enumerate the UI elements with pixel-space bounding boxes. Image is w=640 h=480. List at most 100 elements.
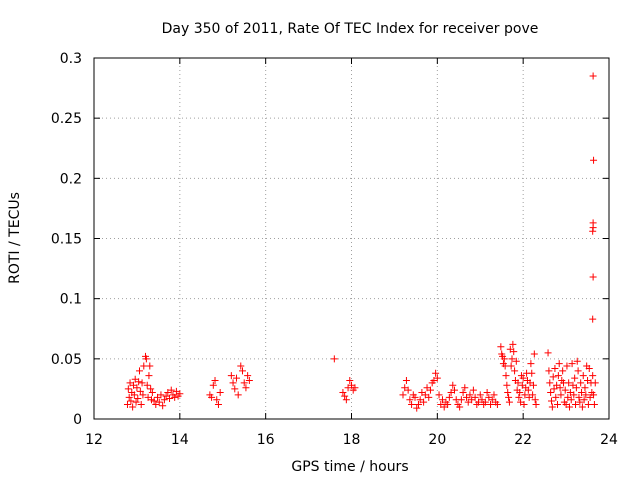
data-point [532, 401, 540, 409]
data-point [572, 384, 580, 392]
data-point [563, 362, 571, 370]
data-point [578, 403, 586, 411]
data-point [577, 379, 585, 387]
y-tick-label: 0 [73, 412, 82, 428]
data-point [411, 393, 419, 401]
data-point [544, 349, 552, 357]
data-point [213, 396, 221, 404]
data-point [146, 362, 154, 370]
data-point [584, 401, 592, 409]
y-tick-label: 0.25 [51, 111, 82, 127]
data-point [461, 384, 469, 392]
data-point [557, 391, 565, 399]
data-point [510, 348, 518, 356]
data-point [459, 389, 467, 397]
data-point [547, 389, 555, 397]
data-point [570, 391, 578, 399]
grid-lines [94, 58, 609, 419]
data-point [546, 379, 554, 387]
data-point [341, 392, 349, 400]
data-point [211, 376, 219, 384]
data-point [444, 401, 452, 409]
data-point [413, 404, 421, 412]
data-point [229, 379, 237, 387]
x-axis-label: GPS time / hours [291, 459, 408, 475]
data-point [524, 386, 532, 394]
data-point [133, 384, 141, 392]
data-point [240, 379, 248, 387]
data-point [130, 391, 138, 399]
data-point [550, 385, 558, 393]
data-point [590, 156, 598, 164]
y-tick-label: 0.3 [60, 51, 82, 67]
data-point [509, 340, 517, 348]
data-point [554, 401, 561, 409]
data-point [581, 384, 589, 392]
data-point [148, 389, 156, 397]
data-point [493, 401, 501, 409]
data-point [445, 393, 453, 401]
data-point [561, 386, 569, 394]
x-tick-label: 12 [85, 432, 103, 448]
data-point [237, 362, 245, 370]
data-point [590, 401, 598, 409]
data-point [551, 364, 559, 372]
data-point [435, 391, 443, 399]
data-point [155, 398, 163, 406]
data-point [567, 396, 575, 404]
data-point [138, 379, 146, 387]
data-point [502, 372, 510, 380]
data-point [245, 376, 253, 384]
data-point [554, 372, 562, 380]
data-point [132, 398, 140, 406]
data-point [575, 393, 583, 401]
data-point [556, 384, 564, 392]
x-tick-label: 20 [428, 432, 446, 448]
data-point [339, 389, 347, 397]
data-point [573, 357, 581, 365]
data-point [582, 391, 590, 399]
data-point [432, 369, 440, 377]
data-point [425, 393, 433, 401]
data-point [166, 395, 174, 403]
data-point [574, 367, 582, 375]
data-point [456, 403, 464, 411]
data-point [589, 372, 597, 380]
data-point [404, 386, 412, 394]
data-point [127, 397, 135, 405]
data-point [342, 396, 350, 404]
data-point [167, 386, 175, 394]
data-point [469, 386, 477, 394]
data-point [516, 389, 524, 397]
data-point [547, 397, 555, 405]
data-point [159, 402, 167, 410]
data-point [568, 360, 576, 368]
data-point [471, 393, 479, 401]
data-point [150, 397, 158, 405]
data-point [160, 396, 168, 404]
data-point [566, 403, 574, 411]
data-point [512, 357, 520, 365]
data-point [589, 273, 597, 281]
data-point [346, 376, 354, 384]
data-point [135, 367, 143, 375]
axis-ticks [93, 57, 610, 420]
data-point [433, 374, 441, 382]
data-point [238, 367, 246, 375]
data-point [576, 398, 584, 406]
data-point [483, 389, 491, 397]
data-point [590, 391, 598, 399]
data-point [227, 372, 235, 380]
data-point [548, 403, 556, 411]
data-point [521, 391, 529, 399]
data-point [552, 393, 560, 401]
data-point [171, 393, 179, 401]
x-tick-label: 22 [514, 432, 532, 448]
data-point [503, 381, 511, 389]
data-point [157, 391, 165, 399]
data-point [511, 367, 519, 375]
data-point [572, 401, 580, 409]
data-point [449, 381, 457, 389]
data-point [466, 391, 474, 399]
